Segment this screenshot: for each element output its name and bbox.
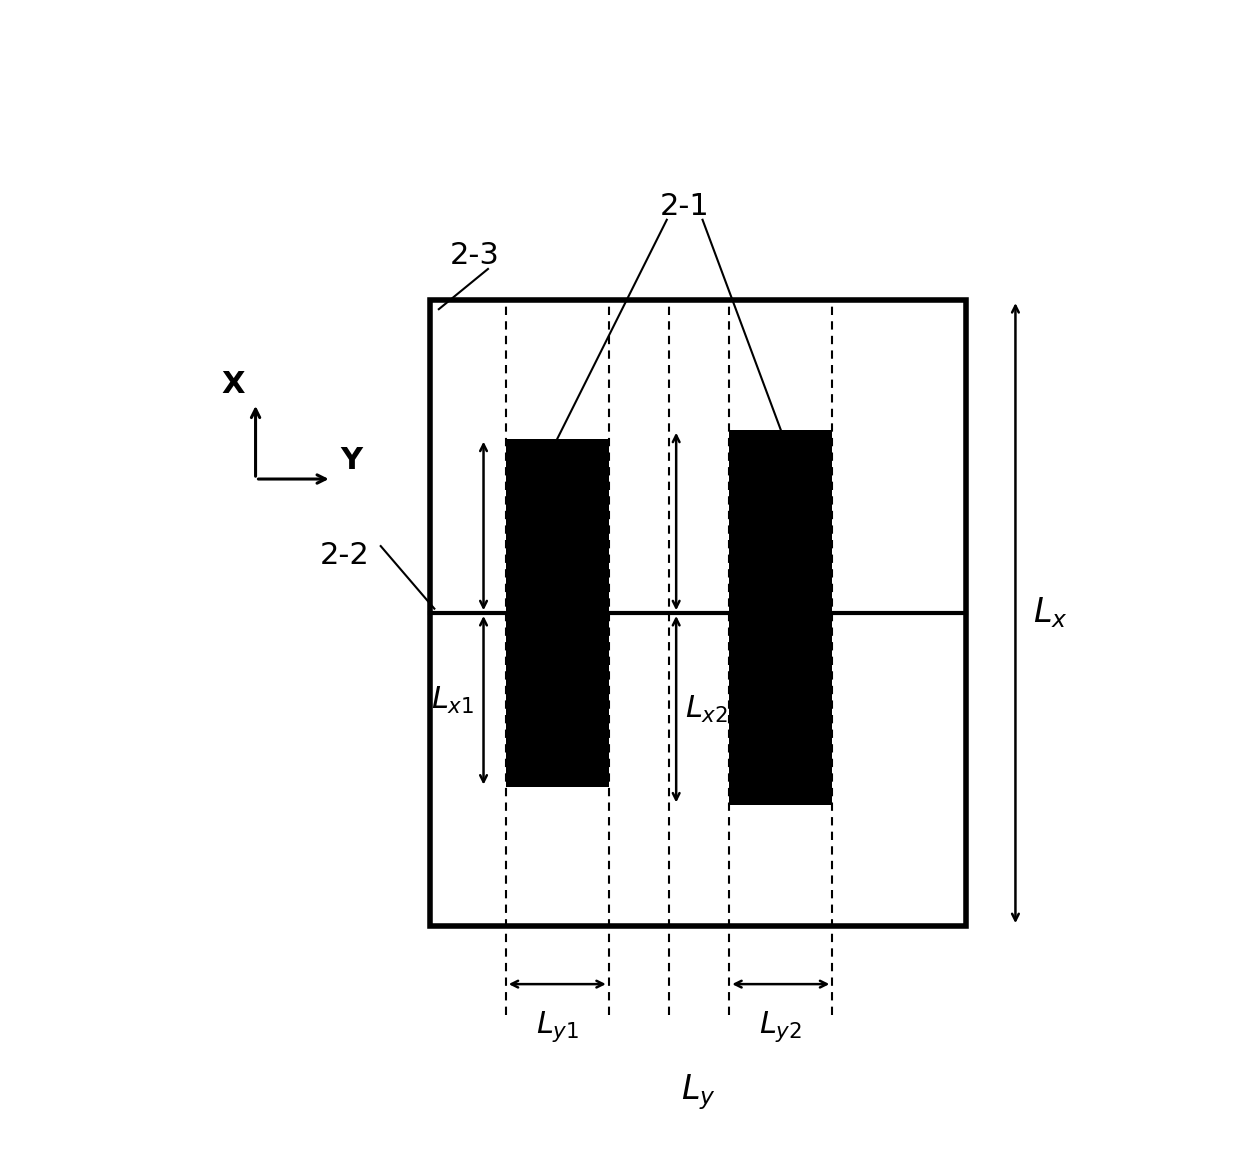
Text: 2-3: 2-3 [450,241,500,271]
Text: $L_y$: $L_y$ [681,1072,715,1111]
Text: $L_{y2}$: $L_{y2}$ [759,1009,802,1044]
Text: X: X [222,369,246,398]
Bar [729,430,832,806]
Bar [430,301,966,926]
Bar [506,439,609,787]
Text: 2-2: 2-2 [320,541,370,570]
Text: $L_{x1}$: $L_{x1}$ [432,685,475,716]
Text: $L_{y1}$: $L_{y1}$ [536,1009,579,1044]
Text: Y: Y [341,446,362,475]
Text: 2-1: 2-1 [660,192,709,221]
Text: $L_{x2}$: $L_{x2}$ [686,693,728,724]
Text: $L_x$: $L_x$ [1033,596,1068,630]
